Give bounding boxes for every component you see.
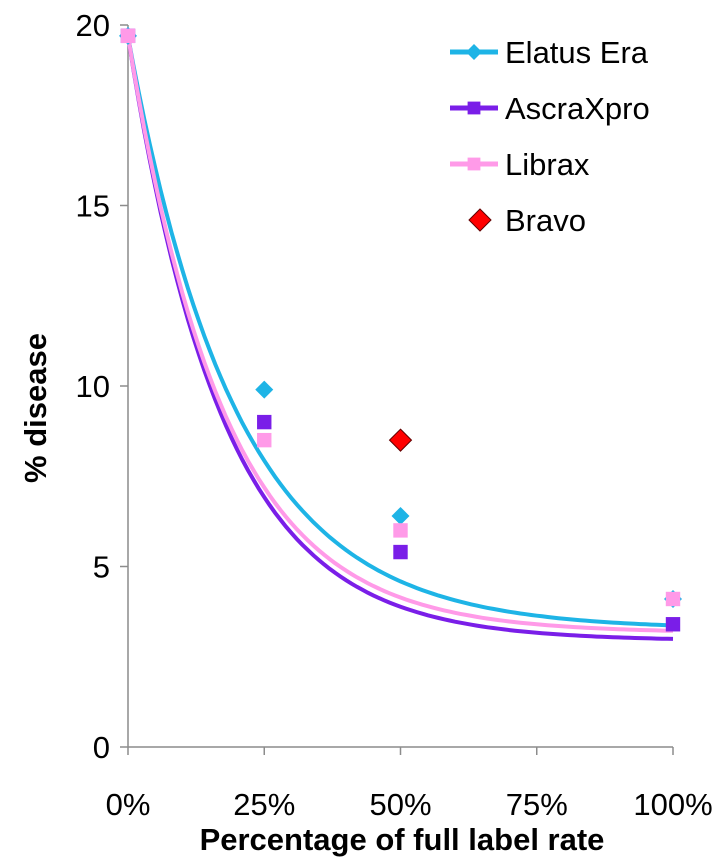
x-tick-label: 50% <box>369 787 431 822</box>
data-point-librax <box>665 591 681 607</box>
data-point-ascraxpro <box>257 414 272 430</box>
data-points <box>119 26 682 632</box>
x-tick-label: 25% <box>233 787 295 822</box>
data-point-librax <box>120 28 136 44</box>
data-point-bravo <box>388 428 413 452</box>
legend-swatch-marker <box>467 157 481 171</box>
y-axis-title: % disease <box>18 333 53 483</box>
y-tick-label: 10 <box>76 369 110 404</box>
legend-swatch-marker <box>467 101 481 115</box>
y-tick-label: 15 <box>76 189 110 224</box>
x-axis-ticks: 0% 25% 50% 75% 100% <box>106 747 713 822</box>
trendline-elatus-era <box>126 35 674 628</box>
data-point-elatus-era <box>255 380 274 399</box>
trendline-librax <box>126 35 674 633</box>
trendlines <box>126 35 674 641</box>
legend-item-bravo: Bravo <box>468 203 586 238</box>
x-axis-title: Percentage of full label rate <box>200 822 605 857</box>
data-point-elatus-era <box>391 506 410 525</box>
y-tick-label: 0 <box>93 730 110 765</box>
legend-label: Bravo <box>505 203 586 238</box>
legend-item-librax: Librax <box>450 147 590 182</box>
legend-item-elatus-era: Elatus Era <box>450 35 649 70</box>
y-tick-label: 20 <box>76 8 110 43</box>
x-tick-label: 100% <box>633 787 712 822</box>
data-point-librax <box>257 432 272 448</box>
legend-label: Librax <box>505 147 590 182</box>
trendline-ascraxpro <box>126 35 674 641</box>
legend: Elatus Era AscraXpro Librax Bravo <box>450 35 650 238</box>
legend-swatch-marker <box>468 208 492 232</box>
x-tick-label: 0% <box>106 787 151 822</box>
y-tick-label: 5 <box>93 550 110 585</box>
legend-label: AscraXpro <box>505 91 650 126</box>
data-point-ascraxpro <box>393 544 408 560</box>
legend-item-ascraxpro: AscraXpro <box>450 91 650 126</box>
data-point-librax <box>393 523 408 538</box>
y-axis-ticks: 0 5 10 15 20 <box>76 8 128 765</box>
legend-label: Elatus Era <box>505 35 649 70</box>
x-tick-label: 75% <box>506 787 568 822</box>
data-point-ascraxpro <box>665 617 681 632</box>
legend-swatch-marker <box>466 44 482 60</box>
